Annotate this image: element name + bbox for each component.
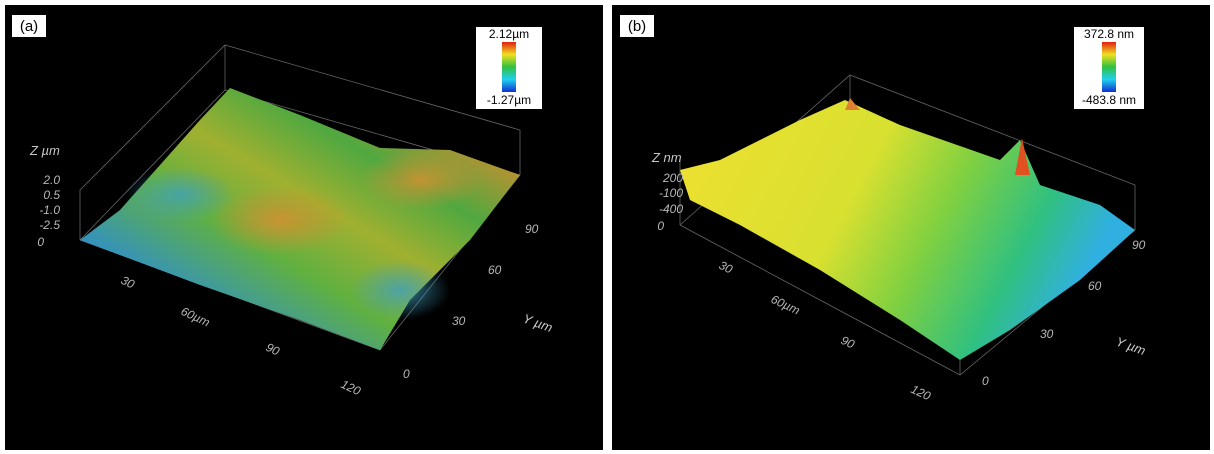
colorbar-min: -483.8 nm [1082,93,1136,107]
colorbar [502,42,516,92]
y-tick: 90 [1132,238,1146,252]
surface-a-valley [350,260,450,320]
x-tick: 30 [717,258,735,276]
z-tick: -100 [659,186,683,200]
x-tick: 30 [119,273,137,291]
surface-a-peak [210,185,350,255]
z-tick: 200 [662,171,683,185]
y-tick: 0 [403,367,410,381]
panel-label-box [620,15,654,37]
colorbar [1102,42,1116,92]
x-tick: 90 [839,333,857,351]
surface-b-peak [845,98,860,110]
colorbar-max: 372.8 nm [1084,27,1134,41]
y-tick: 60 [488,263,502,277]
colorbar-min: -1.27µm [487,93,531,107]
z-tick: 0.5 [43,188,60,202]
x-tick: 90 [264,340,282,358]
panel-label: (b) [628,18,646,35]
panel-label: (a) [20,18,38,35]
surface-b-peak [1015,138,1030,175]
z-tick: -1.0 [39,203,60,217]
colorbar-max: 2.12µm [489,27,529,41]
panel-label-box [12,15,46,37]
y-tick: 30 [1040,327,1054,341]
surface-a-valley [125,167,235,223]
y-tick: 30 [452,314,466,328]
surface-a-peak [360,150,480,210]
y-tick: 0 [982,374,989,388]
z-tick: -400 [659,202,683,216]
z-tick: -2.5 [39,218,60,232]
y-tick: 60 [1088,279,1102,293]
z-tick: 2.0 [42,173,60,187]
z-axis-title: Z nm [651,150,682,165]
z-axis-title: Z µm [29,143,60,158]
x-tick: 0 [37,235,44,249]
y-tick: 90 [525,222,539,236]
x-tick: 0 [657,219,664,233]
